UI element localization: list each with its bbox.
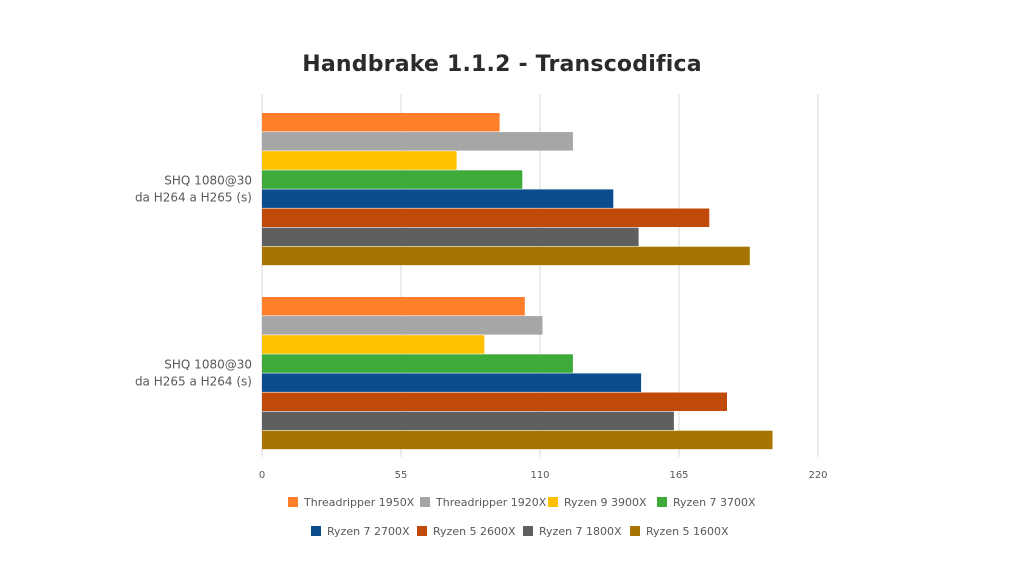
x-tick-label: 165 xyxy=(669,470,688,481)
legend-label: Ryzen 9 3900X xyxy=(564,496,647,509)
bar-ryzen-9-3900x-cat1 xyxy=(262,335,485,354)
bar-threadripper-1920x-cat1 xyxy=(262,316,543,335)
legend-item-threadripper-1920x: Threadripper 1920X xyxy=(420,496,547,509)
bar-ryzen-7-3700x-cat1 xyxy=(262,354,573,373)
legend-label: Threadripper 1920X xyxy=(435,496,547,509)
x-tick-label: 220 xyxy=(808,470,827,481)
legend-item-ryzen-7-2700x: Ryzen 7 2700X xyxy=(311,525,410,538)
legend-item-ryzen-5-2600x: Ryzen 5 2600X xyxy=(417,525,516,538)
legend-item-ryzen-7-3700x: Ryzen 7 3700X xyxy=(657,496,756,509)
legend-swatch xyxy=(420,497,430,507)
legend-swatch xyxy=(288,497,298,507)
legend-item-ryzen-5-1600x: Ryzen 5 1600X xyxy=(630,525,729,538)
legend-label: Ryzen 7 3700X xyxy=(673,496,756,509)
category-label: da H265 a H264 (s) xyxy=(135,374,252,388)
legend-label: Threadripper 1950X xyxy=(303,496,415,509)
bar-ryzen-5-2600x-cat0 xyxy=(262,208,710,227)
bar-threadripper-1920x-cat0 xyxy=(262,132,573,151)
bars xyxy=(262,113,773,450)
legend-swatch xyxy=(523,526,533,536)
legend-swatch xyxy=(657,497,667,507)
x-tick-label: 110 xyxy=(530,470,549,481)
bar-ryzen-9-3900x-cat0 xyxy=(262,151,457,170)
bar-ryzen-5-2600x-cat1 xyxy=(262,392,727,411)
bar-ryzen-7-2700x-cat1 xyxy=(262,373,642,392)
legend-label: Ryzen 5 2600X xyxy=(433,525,516,538)
legend-item-ryzen-7-1800x: Ryzen 7 1800X xyxy=(523,525,622,538)
x-tick-label: 0 xyxy=(259,470,265,481)
bar-threadripper-1950x-cat0 xyxy=(262,113,500,132)
bar-ryzen-5-1600x-cat1 xyxy=(262,430,773,450)
bar-ryzen-7-1800x-cat1 xyxy=(262,411,674,431)
legend-swatch xyxy=(630,526,640,536)
bar-ryzen-5-1600x-cat0 xyxy=(262,246,750,266)
bar-ryzen-7-1800x-cat0 xyxy=(262,227,639,247)
category-label: da H264 a H265 (s) xyxy=(135,190,252,204)
legend-label: Ryzen 5 1600X xyxy=(646,525,729,538)
bar-threadripper-1950x-cat1 xyxy=(262,297,525,316)
bar-ryzen-7-3700x-cat0 xyxy=(262,170,523,189)
legend: Threadripper 1950X Threadripper 1920X Ryze… xyxy=(288,496,756,538)
bar-ryzen-7-2700x-cat0 xyxy=(262,189,614,208)
category-labels: SHQ 1080@30 da H264 a H265 (s) SHQ 1080@30… xyxy=(135,173,252,388)
legend-swatch xyxy=(548,497,558,507)
category-label: SHQ 1080@30 xyxy=(164,173,252,187)
legend-label: Ryzen 7 2700X xyxy=(327,525,410,538)
chart-title: Handbrake 1.1.2 - Transcodifica xyxy=(302,52,702,77)
category-label: SHQ 1080@30 xyxy=(164,357,252,371)
legend-swatch xyxy=(311,526,321,536)
legend-item-threadripper-1950x: Threadripper 1950X xyxy=(288,496,415,509)
legend-swatch xyxy=(417,526,427,536)
x-axis-ticks: 0 55 110 165 220 xyxy=(259,470,828,481)
legend-label: Ryzen 7 1800X xyxy=(539,525,622,538)
legend-item-ryzen-9-3900x: Ryzen 9 3900X xyxy=(548,496,647,509)
x-tick-label: 55 xyxy=(395,470,408,481)
